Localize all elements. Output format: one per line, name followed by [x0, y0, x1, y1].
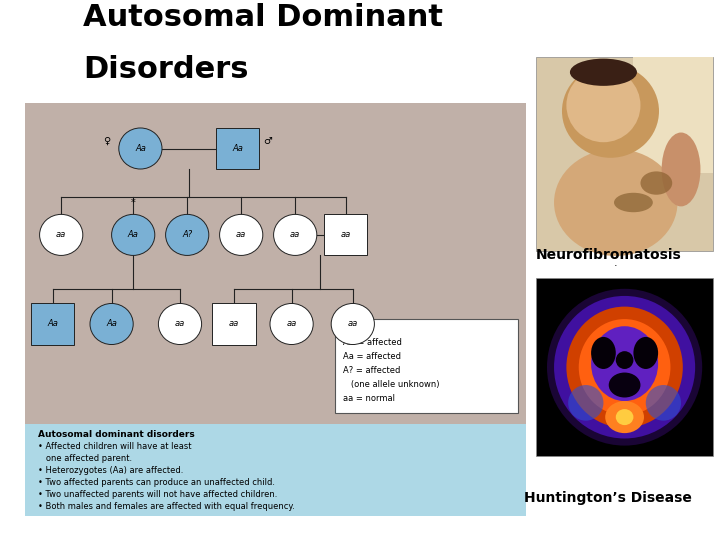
Ellipse shape	[554, 296, 695, 438]
Text: *: *	[131, 198, 135, 208]
Ellipse shape	[274, 214, 317, 255]
Text: aa: aa	[236, 231, 246, 239]
Ellipse shape	[579, 319, 670, 415]
Text: • Both males and females are affected with equal frequency.: • Both males and females are affected wi…	[38, 502, 295, 511]
Text: aa: aa	[348, 320, 358, 328]
Text: (one allele unknown): (one allele unknown)	[343, 380, 440, 389]
Text: ♀: ♀	[103, 136, 110, 146]
Ellipse shape	[568, 385, 603, 421]
Bar	[634, 57, 713, 173]
Text: A? = affected: A? = affected	[343, 366, 401, 375]
Bar	[335, 319, 518, 413]
Ellipse shape	[554, 149, 678, 256]
Ellipse shape	[662, 132, 701, 206]
Ellipse shape	[119, 128, 162, 169]
Text: Neurofibromatosis: Neurofibromatosis	[536, 248, 681, 262]
Text: Aa: Aa	[127, 231, 139, 239]
Text: aa: aa	[56, 231, 66, 239]
Bar	[216, 128, 259, 169]
Ellipse shape	[606, 401, 644, 433]
Ellipse shape	[270, 303, 313, 345]
Ellipse shape	[112, 214, 155, 255]
Ellipse shape	[567, 69, 641, 142]
Bar	[212, 303, 256, 345]
Text: aa: aa	[175, 320, 185, 328]
Ellipse shape	[641, 171, 672, 195]
Text: • Heterozygotes (Aa) are affected.: • Heterozygotes (Aa) are affected.	[38, 466, 184, 475]
Text: • Affected children will have at least: • Affected children will have at least	[38, 442, 192, 451]
Ellipse shape	[616, 409, 634, 425]
Bar	[25, 103, 526, 424]
Ellipse shape	[90, 303, 133, 345]
Ellipse shape	[40, 214, 83, 255]
Ellipse shape	[608, 373, 641, 397]
Text: aa: aa	[287, 320, 297, 328]
Text: Aa = affected: Aa = affected	[343, 352, 402, 361]
Ellipse shape	[547, 289, 702, 446]
Bar	[536, 278, 713, 456]
Ellipse shape	[616, 351, 634, 369]
Ellipse shape	[567, 307, 683, 428]
Text: Aa: Aa	[47, 320, 58, 328]
Text: A?: A?	[182, 231, 192, 239]
Ellipse shape	[646, 385, 681, 421]
Ellipse shape	[166, 214, 209, 255]
Text: Aa: Aa	[135, 144, 146, 153]
Text: aa = normal: aa = normal	[343, 394, 395, 403]
Text: Autosomal Dominant: Autosomal Dominant	[83, 3, 443, 32]
Ellipse shape	[634, 337, 658, 369]
Text: Huntington’s Disease: Huntington’s Disease	[524, 491, 693, 505]
Text: • Two affected parents can produce an unaffected child.: • Two affected parents can produce an un…	[38, 478, 275, 487]
Text: Disorders: Disorders	[83, 55, 248, 84]
Text: Key:: Key:	[343, 324, 361, 333]
Ellipse shape	[614, 193, 653, 212]
Text: Aa: Aa	[106, 320, 117, 328]
Text: ♂: ♂	[264, 136, 272, 146]
Text: • Two unaffected parents will not have affected children.: • Two unaffected parents will not have a…	[38, 490, 277, 499]
Bar	[536, 57, 713, 251]
Ellipse shape	[591, 337, 616, 369]
Text: aa: aa	[341, 231, 351, 239]
Text: one affected parent.: one affected parent.	[38, 454, 132, 463]
Ellipse shape	[158, 303, 202, 345]
Ellipse shape	[220, 214, 263, 255]
Text: .: .	[614, 258, 618, 268]
Ellipse shape	[331, 303, 374, 345]
Bar	[31, 303, 74, 345]
Text: AA = affected: AA = affected	[343, 338, 402, 347]
Text: Autosomal dominant disorders: Autosomal dominant disorders	[38, 430, 195, 440]
Bar	[25, 424, 526, 516]
Text: Aa: Aa	[232, 144, 243, 153]
Ellipse shape	[591, 326, 658, 401]
Text: aa: aa	[290, 231, 300, 239]
Ellipse shape	[570, 59, 637, 86]
Text: aa: aa	[229, 320, 239, 328]
Bar	[324, 214, 367, 255]
Ellipse shape	[562, 64, 659, 158]
